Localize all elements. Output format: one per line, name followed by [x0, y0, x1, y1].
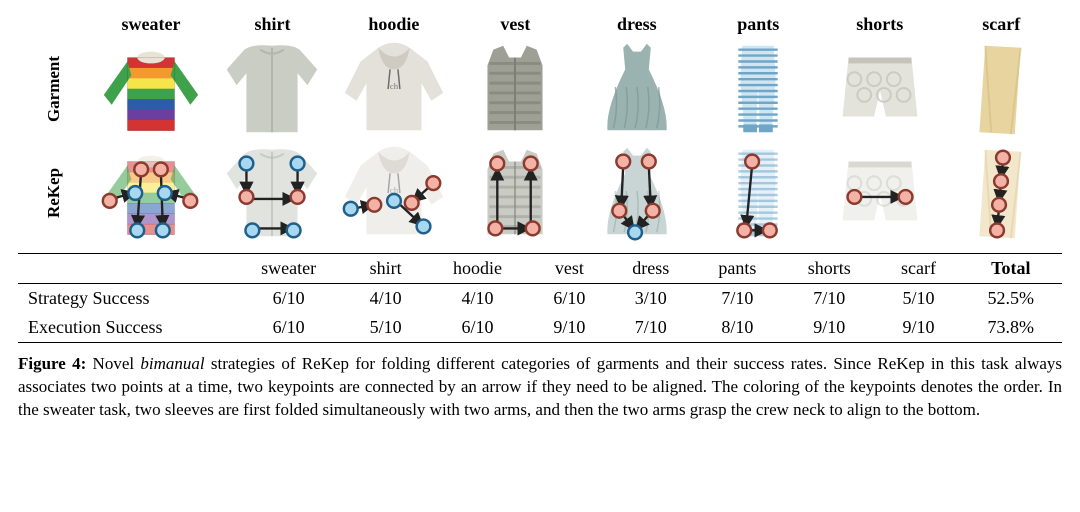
row-garment: Garment ch: [18, 37, 1062, 141]
table-row: Strategy Success6/104/104/106/103/107/10…: [18, 284, 1062, 314]
cell: 8/10: [694, 313, 781, 343]
cell: 5/10: [347, 313, 424, 343]
rekep-hoodie-cell: ch: [333, 141, 454, 245]
cell: 9/10: [531, 313, 608, 343]
cell: 7/10: [608, 313, 694, 343]
garment-pants-cell: [698, 37, 819, 141]
cell: 6/10: [424, 313, 531, 343]
row-rekep: ReKep ch: [18, 141, 1062, 245]
table-row: Execution Success6/105/106/109/107/108/1…: [18, 313, 1062, 343]
col-head-pants: pants: [698, 12, 819, 37]
results-col-vest: vest: [531, 254, 608, 284]
row-label: Execution Success: [18, 313, 230, 343]
rekep-vest-cell: [455, 141, 576, 245]
caption-ital: bimanual: [140, 354, 204, 373]
cell-total: 73.8%: [960, 313, 1062, 343]
column-header-row: sweater shirt hoodie vest dress pants sh…: [18, 12, 1062, 37]
cell: 6/10: [230, 284, 347, 314]
cell: 5/10: [877, 284, 959, 314]
row-label-garment: Garment: [44, 56, 64, 122]
results-table: sweater shirt hoodie vest dress pants sh…: [18, 253, 1062, 343]
results-col-hoodie: hoodie: [424, 254, 531, 284]
col-head-shirt: shirt: [212, 12, 333, 37]
garment-scarf-cell: [940, 37, 1062, 141]
results-col-sweater: sweater: [230, 254, 347, 284]
garment-shirt-cell: [212, 37, 333, 141]
figure-caption: Figure 4: Novel bimanual strategies of R…: [18, 353, 1062, 422]
cell: 9/10: [877, 313, 959, 343]
results-col-total: Total: [960, 254, 1062, 284]
col-head-shorts: shorts: [819, 12, 940, 37]
results-col-dress: dress: [608, 254, 694, 284]
col-head-hoodie: hoodie: [333, 12, 454, 37]
rekep-sweater-cell: [90, 141, 211, 245]
cell: 4/10: [347, 284, 424, 314]
rekep-pants-cell: [698, 141, 819, 245]
col-head-dress: dress: [576, 12, 697, 37]
row-label-rekep: ReKep: [44, 168, 64, 218]
garment-dress-cell: [576, 37, 697, 141]
garment-vest-cell: [455, 37, 576, 141]
svg-text:ch: ch: [390, 81, 399, 91]
garment-grid: sweater shirt hoodie vest dress pants sh…: [18, 12, 1062, 245]
cell: 7/10: [781, 284, 877, 314]
garment-hoodie-cell: ch: [333, 37, 454, 141]
garment-sweater-cell: [90, 37, 211, 141]
results-col-scarf: scarf: [877, 254, 959, 284]
figure-4: sweater shirt hoodie vest dress pants sh…: [18, 12, 1062, 422]
results-col-pants: pants: [694, 254, 781, 284]
rekep-shorts-cell: [819, 141, 940, 245]
results-col-shirt: shirt: [347, 254, 424, 284]
cell: 6/10: [230, 313, 347, 343]
cell: 9/10: [781, 313, 877, 343]
caption-figlabel: Figure 4:: [18, 354, 86, 373]
rekep-scarf-cell: [940, 141, 1062, 245]
col-head-sweater: sweater: [90, 12, 211, 37]
row-label: Strategy Success: [18, 284, 230, 314]
col-head-vest: vest: [455, 12, 576, 37]
col-head-scarf: scarf: [940, 12, 1062, 37]
cell: 6/10: [531, 284, 608, 314]
cell-total: 52.5%: [960, 284, 1062, 314]
garment-shorts-cell: [819, 37, 940, 141]
cell: 4/10: [424, 284, 531, 314]
caption-lead: Novel: [86, 354, 140, 373]
rekep-shirt-cell: [212, 141, 333, 245]
rekep-dress-cell: [576, 141, 697, 245]
cell: 3/10: [608, 284, 694, 314]
cell: 7/10: [694, 284, 781, 314]
results-col-shorts: shorts: [781, 254, 877, 284]
